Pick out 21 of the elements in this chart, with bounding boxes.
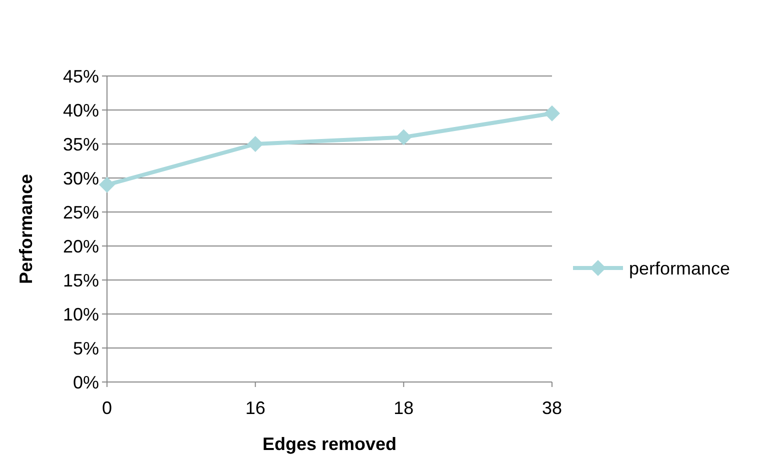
point — [247, 136, 264, 152]
legend-label: performance — [629, 258, 730, 278]
y-tick-label: 5% — [72, 338, 99, 358]
x-tick-label: 16 — [245, 398, 266, 418]
y-tick-label: 25% — [62, 202, 99, 222]
point — [99, 176, 115, 193]
x-axis-title: Edges removed — [262, 434, 397, 454]
y-tick-label: 30% — [62, 168, 99, 188]
y-tick-label: 10% — [62, 304, 99, 324]
x-tick-label: 18 — [394, 398, 414, 418]
point — [544, 105, 560, 122]
y-tick-label: 20% — [62, 236, 99, 256]
x-tick-label: 38 — [542, 398, 562, 418]
point — [396, 129, 412, 146]
y-tick-label: 0% — [72, 372, 99, 392]
y-tick-label: 40% — [62, 100, 99, 120]
y-tick-label: 45% — [62, 66, 99, 86]
x-tick-label: 0 — [102, 398, 112, 418]
y-tick-label: 15% — [62, 270, 99, 290]
y-tick-label: 35% — [62, 134, 99, 154]
y-axis-title: Performance — [16, 174, 36, 284]
